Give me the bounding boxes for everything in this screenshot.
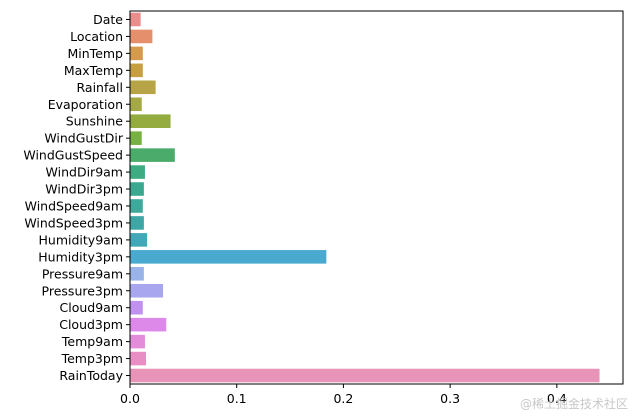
y-tick-label: Cloud3pm — [59, 317, 123, 332]
y-tick-label: Cloud9am — [60, 300, 124, 315]
x-tick-label: 0.0 — [120, 391, 140, 406]
y-tick-label: Humidity9am — [39, 232, 123, 247]
bar-date — [130, 12, 141, 27]
bar-winddir9am — [130, 165, 145, 179]
y-tick-label: Sunshine — [66, 114, 124, 129]
y-tick-label: WindGustDir — [44, 131, 124, 146]
y-tick-label: RainToday — [59, 368, 123, 383]
y-tick-label: Rainfall — [77, 80, 123, 95]
bar-windspeed9am — [130, 199, 143, 213]
y-tick-label: Temp9am — [61, 334, 123, 349]
bar-windspeed3pm — [130, 216, 144, 230]
bar-humidity3pm — [130, 250, 327, 264]
bar-cloud3pm — [130, 317, 167, 332]
bar-raintoday — [130, 368, 600, 383]
bar-pressure9am — [130, 267, 144, 281]
bar-temp9am — [130, 334, 145, 349]
y-tick-group: Date Location MinTemp MaxTemp Rainfall Evapor… — [23, 12, 130, 383]
plot-frame — [129, 10, 624, 385]
bar-rainfall — [130, 80, 156, 95]
bar-sunshine — [130, 114, 171, 128]
y-tick-label: WindSpeed3pm — [24, 215, 123, 230]
y-tick-label: WindDir9am — [46, 165, 123, 180]
bars-group — [130, 12, 600, 383]
y-tick-label: Location — [70, 29, 123, 44]
y-tick-label: Humidity3pm — [38, 249, 123, 264]
x-tick-label: 0.3 — [440, 391, 460, 406]
x-tick-label: 0.4 — [547, 391, 567, 406]
bar-location — [130, 29, 153, 44]
y-tick-label: Date — [93, 12, 123, 27]
bar-windgustspeed — [130, 148, 175, 162]
bar-maxtemp — [130, 63, 143, 78]
y-tick-label: Pressure3pm — [42, 283, 123, 298]
bar-pressure3pm — [130, 283, 164, 298]
bar-windgustdir — [130, 131, 142, 145]
y-tick-label: WindSpeed9am — [25, 198, 123, 213]
bar-evaporation — [130, 97, 142, 112]
x-tick-group: 0.0 0.1 0.2 0.3 0.4 — [120, 384, 567, 406]
watermark-text: @稀土掘金技术社区 — [519, 397, 628, 411]
x-tick-label: 0.1 — [227, 391, 247, 406]
bar-temp3pm — [130, 351, 147, 366]
bar-mintemp — [130, 46, 143, 61]
x-tick-label: 0.2 — [333, 391, 353, 406]
bar-winddir3pm — [130, 182, 144, 196]
bar-humidity9am — [130, 233, 148, 247]
y-tick-label: MaxTemp — [64, 63, 123, 78]
y-tick-label: WindDir3pm — [45, 182, 123, 197]
bar-cloud9am — [130, 300, 143, 315]
y-tick-label: Evaporation — [48, 97, 123, 112]
y-tick-label: Temp3pm — [61, 351, 123, 366]
y-tick-label: WindGustSpeed — [23, 148, 123, 163]
y-tick-label: Pressure9am — [42, 266, 123, 281]
y-tick-label: MinTemp — [68, 46, 124, 61]
